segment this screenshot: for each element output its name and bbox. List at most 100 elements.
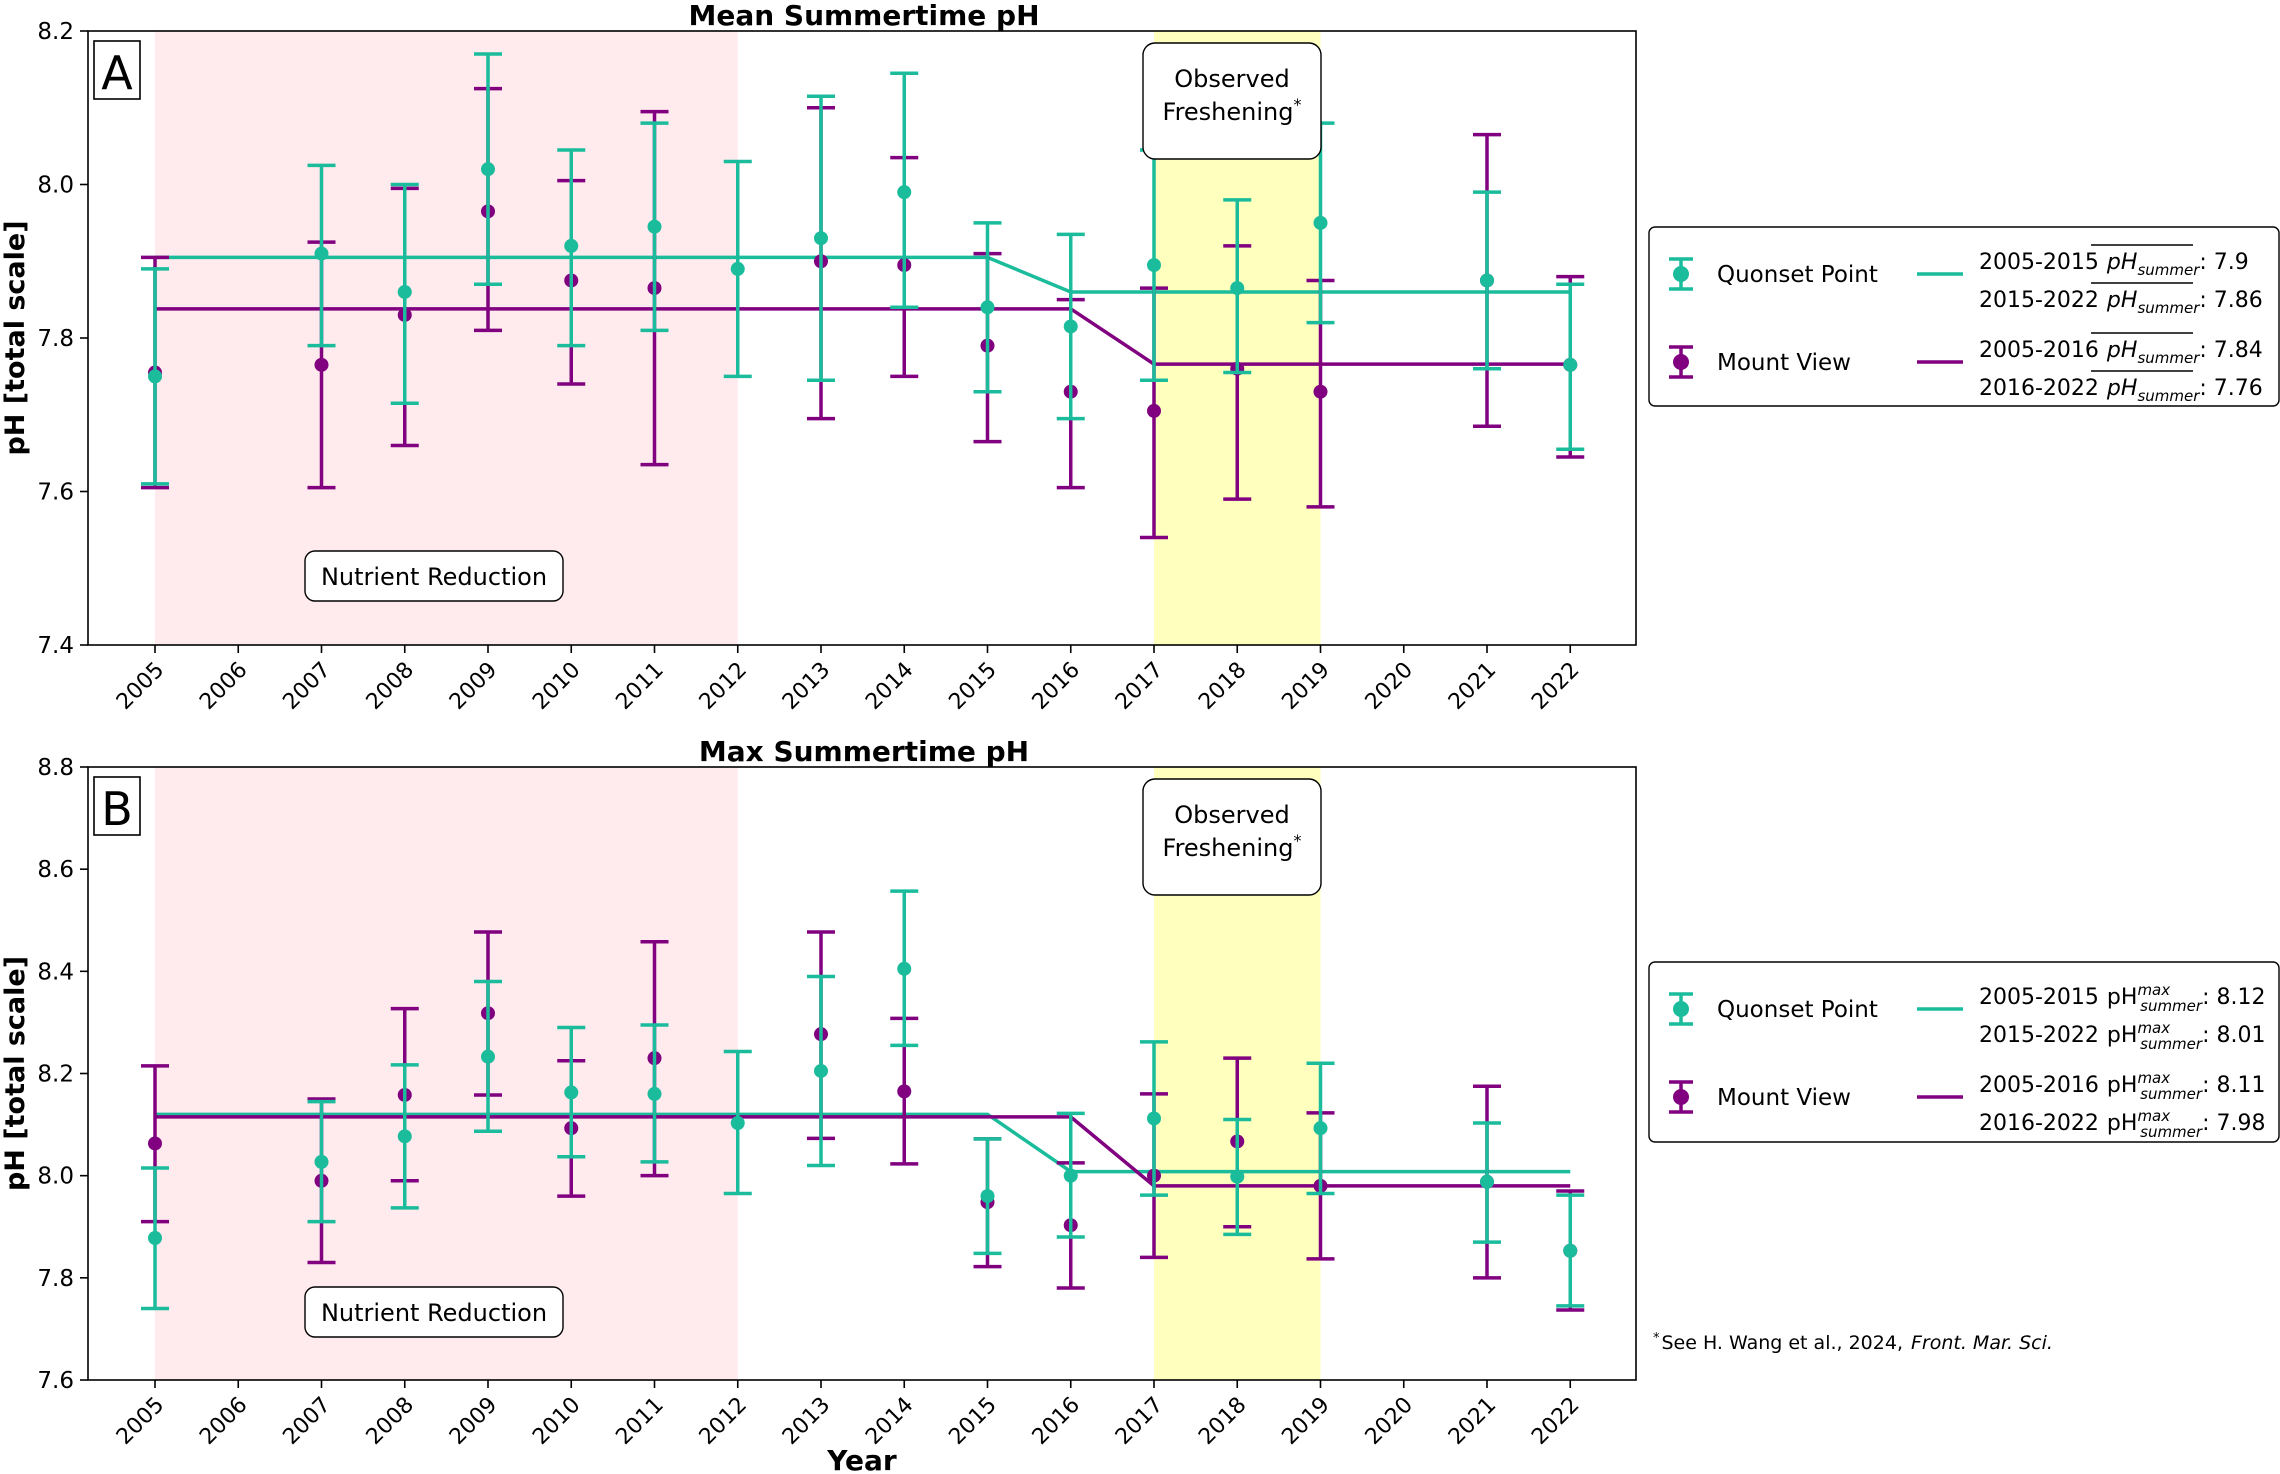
legend-period: 2016-2022 — [1979, 1111, 2099, 1136]
quonset-point — [1063, 319, 1078, 334]
legend-symbol-sub: summer — [2137, 387, 2200, 405]
quonset-point — [1063, 1168, 1078, 1183]
x-tick-label: 2008 — [362, 658, 419, 715]
mount-view-point — [1147, 403, 1161, 418]
footnote-text: See H. Wang et al., 2024, — [1662, 1332, 1903, 1354]
x-tick-label: 2012 — [695, 1393, 752, 1450]
y-tick-label: 8.4 — [37, 959, 74, 985]
quonset-point — [481, 162, 495, 177]
quonset-point — [1563, 1243, 1578, 1258]
quonset-point — [314, 246, 329, 261]
footnote-marker: * — [1293, 95, 1301, 114]
legend-symbol: pH — [2106, 338, 2138, 363]
legend-symbol-sup: max — [2137, 1107, 2170, 1125]
x-tick-label: 2008 — [362, 1393, 419, 1450]
x-tick-label: 2013 — [778, 658, 835, 715]
legend-symbol-sup: max — [2137, 1069, 2170, 1087]
legend-mean-entry: 2016-2022 pHmax summer: 7.98 — [1979, 1107, 2265, 1141]
quonset-point — [564, 238, 579, 253]
x-tick-label: 2019 — [1277, 1393, 1334, 1450]
x-tick-label: 2022 — [1527, 658, 1584, 715]
legend-value: : 7.86 — [2199, 288, 2262, 313]
legend-symbol-sub: summer — [2140, 1085, 2203, 1103]
quonset-point — [647, 1086, 662, 1101]
quonset-point — [647, 219, 662, 234]
legend-mean-entry: 2015-2022 pHsummer: 7.86 — [1979, 288, 2263, 317]
quonset-point — [148, 369, 162, 384]
panel-a: 7.4 7.6 7.8 8.0 8.2 2005 2006 2007 2008 2009 2010 2… — [0, 0, 1637, 715]
legend-symbol: pH — [2107, 985, 2138, 1010]
quonset-point — [980, 300, 995, 315]
x-tick-label: 2010 — [528, 1393, 585, 1450]
x-tick-label: 2005 — [112, 658, 169, 715]
mount-view-point — [148, 1136, 162, 1151]
legend-period: 2005-2016 — [1979, 1073, 2099, 1098]
x-tick-label: 2013 — [778, 1393, 835, 1450]
quonset-point — [1147, 1111, 1161, 1126]
legend-series-label: Quonset Point — [1717, 262, 1878, 288]
footnote-journal: Front. Mar. Sci. — [1911, 1332, 2053, 1354]
observed-freshening-label-box — [1142, 778, 1322, 896]
x-tick-label: 2014 — [861, 1393, 918, 1450]
y-tick-label: 8.8 — [37, 755, 74, 781]
legend-symbol: pH — [2106, 288, 2138, 313]
nutrient-reduction-label-box — [304, 1286, 564, 1338]
mount-view-mean-line — [155, 1115, 1571, 1188]
mount-view-point — [897, 1084, 912, 1099]
x-tick-label: 2017 — [1111, 658, 1168, 715]
quonset-point — [730, 261, 745, 276]
x-tick-label: 2022 — [1527, 1393, 1584, 1450]
legend-symbol-sub: summer — [2140, 1123, 2203, 1141]
legend-value: : 7.98 — [2202, 1111, 2265, 1136]
x-tick-label: 2006 — [195, 1393, 252, 1450]
legend-mean-entry: 2016-2022 pHsummer: 7.76 — [1979, 376, 2263, 405]
legend-symbol-sub: summer — [2140, 1035, 2203, 1053]
quonset-point — [1230, 281, 1245, 296]
quonset-point — [1147, 258, 1161, 273]
y-axis-label: pH [total scale] — [0, 220, 31, 455]
legend-series-label: Mount View — [1717, 350, 1851, 376]
x-tick-label: 2006 — [195, 658, 252, 715]
quonset-point — [481, 1049, 495, 1064]
legend-box — [1648, 961, 2280, 1143]
legend-symbol: pH — [2107, 1023, 2138, 1048]
legend-symbol: pH — [2106, 250, 2138, 275]
quonset-point — [564, 1085, 579, 1100]
x-tick-label: 2016 — [1028, 1393, 1085, 1450]
quonset-point — [814, 231, 828, 246]
x-tick-label: 2015 — [944, 658, 1001, 715]
x-axis-label: Year — [826, 1444, 897, 1474]
observed-freshening-label-line1: Observed — [1174, 65, 1289, 93]
freshening-word: Freshening — [1163, 834, 1294, 862]
x-tick-label: 2009 — [445, 1393, 502, 1450]
x-tick-label: 2016 — [1028, 658, 1085, 715]
legend-symbol-sub: summer — [2137, 299, 2200, 317]
legend-symbol: pH — [2107, 1111, 2138, 1136]
legend-period: 2016-2022 — [1979, 376, 2099, 401]
quonset-point — [814, 1063, 828, 1078]
quonset-point — [1230, 1169, 1245, 1184]
panel-label-box — [93, 776, 141, 836]
legend-mean-entry: 2005-2016 pHsummer: 7.84 — [1979, 338, 2263, 367]
x-tick-label: 2007 — [278, 1393, 335, 1450]
legend-value: : 8.01 — [2202, 1023, 2265, 1048]
quonset-point — [897, 185, 912, 200]
footnote-marker: * — [1293, 831, 1301, 850]
legend-series-label: Mount View — [1717, 1085, 1851, 1111]
nutrient-reduction-label: Nutrient Reduction — [321, 1299, 547, 1327]
legend-series-label: Quonset Point — [1717, 997, 1878, 1023]
quonset-point — [730, 1116, 745, 1131]
legend-value: : 8.12 — [2202, 985, 2265, 1010]
panel-b: 7.6 7.8 8.0 8.2 8.4 8.6 8.8 2005 2006 2007 2008 200… — [0, 735, 1637, 1474]
x-tick-label: 2017 — [1111, 1393, 1168, 1450]
x-tick-label: 2012 — [695, 658, 752, 715]
legend-marker-dot — [1673, 1001, 1689, 1017]
panel-label: A — [101, 46, 133, 100]
legend-symbol-sub: summer — [2137, 261, 2200, 279]
quonset-point — [1563, 357, 1578, 372]
x-tick-label: 2007 — [278, 658, 335, 715]
quonset-point — [1480, 1174, 1494, 1189]
legend-box — [1648, 226, 2280, 407]
